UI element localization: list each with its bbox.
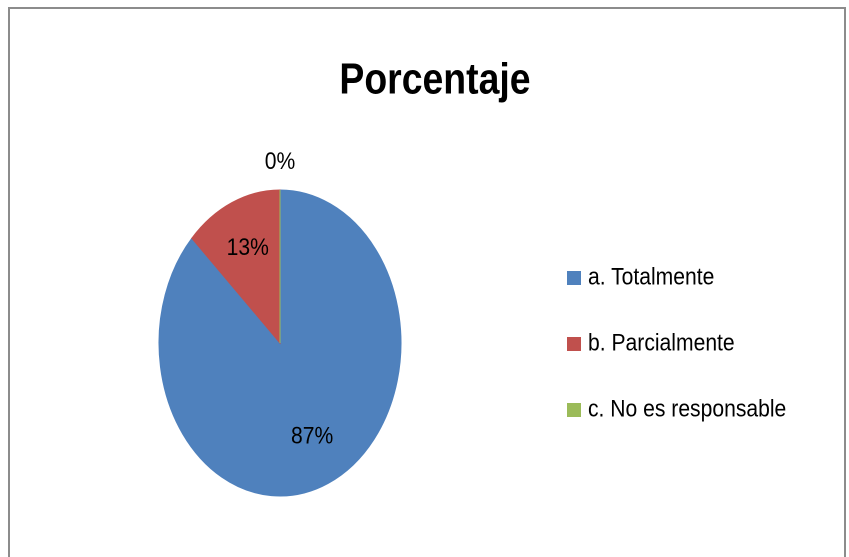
legend-swatch: [567, 337, 581, 351]
chart-frame: [8, 7, 846, 557]
pie-slice: [191, 189, 281, 345]
legend-label: a. Totalmente: [588, 263, 714, 290]
legend-swatch: [567, 271, 581, 285]
legend-swatch: [567, 403, 581, 417]
data-label: 0%: [265, 148, 296, 175]
data-label: 13%: [227, 234, 269, 261]
data-label: 87%: [291, 422, 333, 449]
chart-title: Porcentaje: [339, 54, 530, 104]
legend-label: c. No es responsable: [588, 395, 786, 422]
legend-label: b. Parcialmente: [588, 329, 735, 356]
